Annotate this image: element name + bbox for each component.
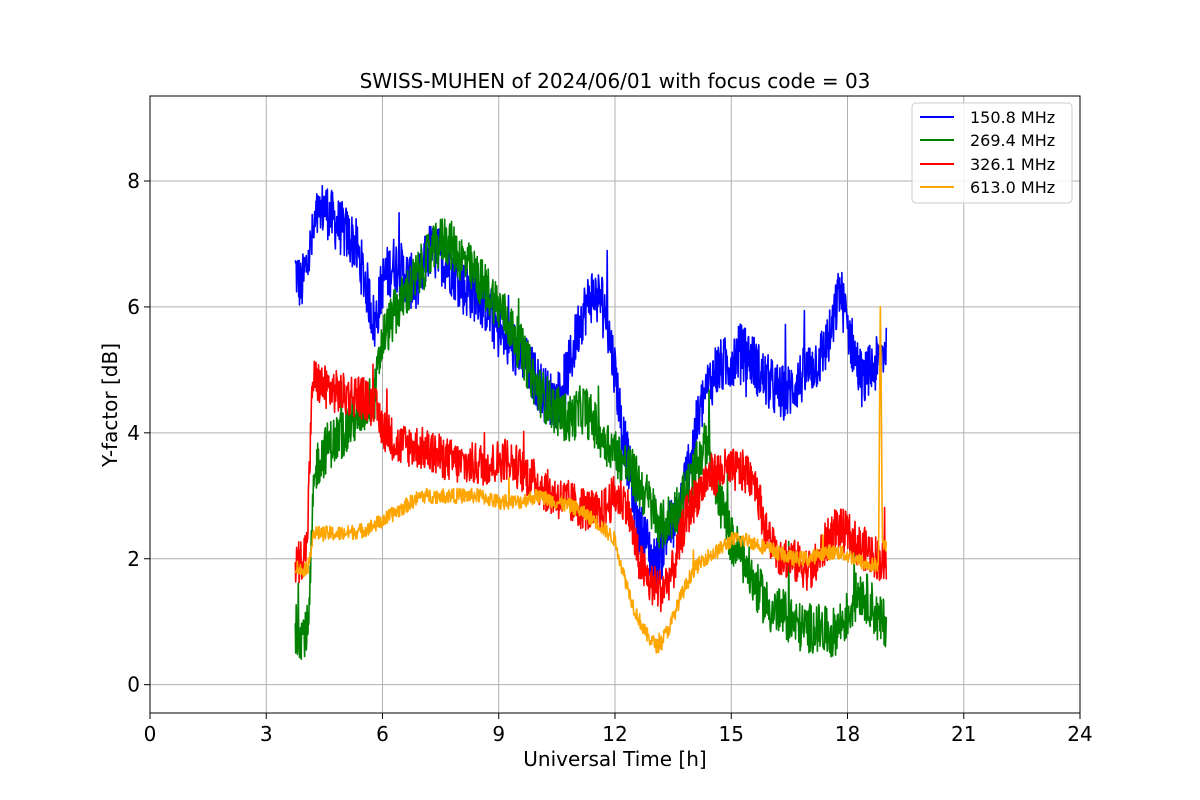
legend-label-613: 613.0 MHz — [970, 178, 1055, 197]
x-tick-label: 18 — [835, 722, 860, 746]
legend: 150.8 MHz 269.4 MHz 326.1 MHz 613.0 MHz — [911, 102, 1073, 204]
x-tick-label: 24 — [1067, 722, 1092, 746]
series-line-0 — [294, 185, 888, 591]
legend-label-269: 269.4 MHz — [970, 131, 1055, 150]
x-tick-label: 3 — [260, 722, 273, 746]
x-tick-label: 15 — [719, 722, 744, 746]
x-tick-label: 21 — [951, 722, 976, 746]
x-tick-label: 12 — [602, 722, 627, 746]
legend-label-326: 326.1 MHz — [970, 155, 1055, 174]
legend-frame — [911, 102, 1073, 204]
x-axis-label: Universal Time [h] — [523, 747, 706, 771]
y-tick-label: 4 — [127, 421, 140, 445]
y-tick-label: 0 — [127, 673, 140, 697]
chart-title: SWISS-MUHEN of 2024/06/01 with focus cod… — [360, 69, 871, 93]
x-tick-label: 9 — [492, 722, 505, 746]
x-tick-label: 0 — [144, 722, 157, 746]
y-tick-label: 8 — [127, 169, 140, 193]
legend-label-150: 150.8 MHz — [970, 108, 1055, 127]
y-tick-label: 6 — [127, 295, 140, 319]
series-line-3 — [294, 305, 888, 654]
y-tick-label: 2 — [127, 547, 140, 571]
x-tick-label: 6 — [376, 722, 389, 746]
series-layer — [294, 185, 888, 660]
series-line-1 — [294, 218, 888, 660]
y-axis-label: Y-factor [dB] — [98, 343, 122, 468]
